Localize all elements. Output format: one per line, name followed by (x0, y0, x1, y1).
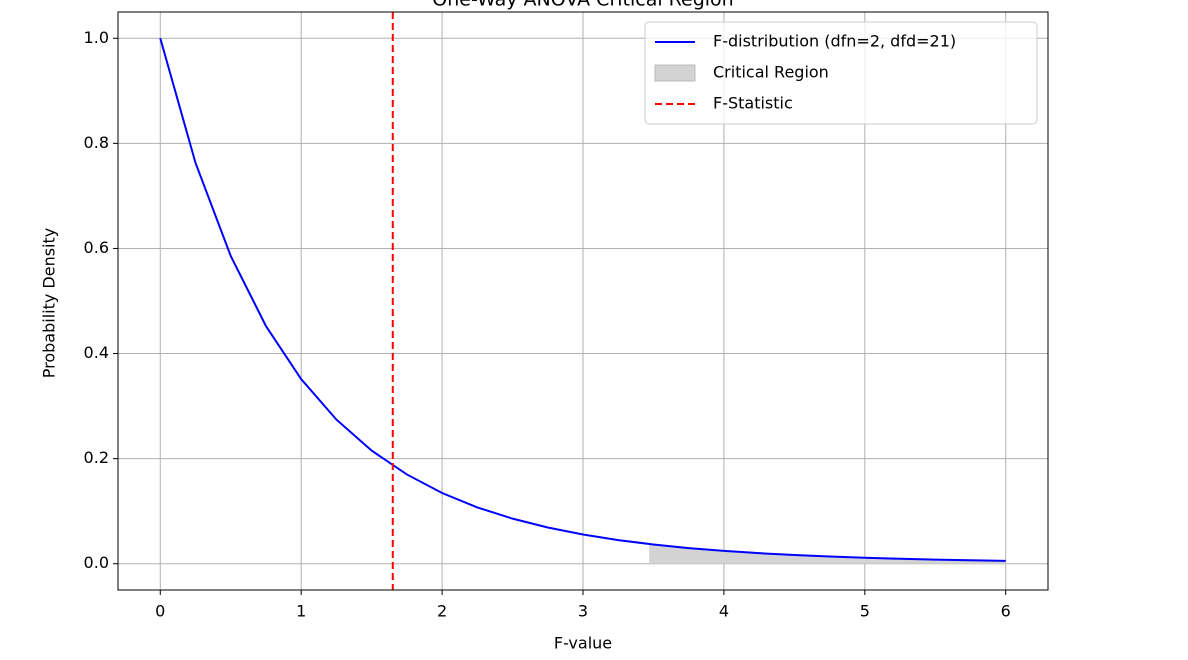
y-tick-label: 1.0 (84, 28, 109, 47)
plot-frame (117, 11, 1049, 591)
x-tick-label: 3 (578, 602, 588, 621)
x-tick-label: 2 (437, 602, 447, 621)
legend-label: Critical Region (713, 63, 829, 82)
y-tick-label: 0.4 (84, 343, 109, 362)
x-tick-label: 0 (155, 602, 165, 621)
y-tick-label: 0.2 (84, 448, 109, 467)
legend-swatch (654, 64, 696, 82)
x-axis-label: F-value (554, 634, 612, 653)
legend-box (644, 21, 1038, 125)
y-tick-label: 0.6 (84, 238, 109, 257)
x-tick-label: 1 (296, 602, 306, 621)
line-series (159, 38, 1006, 562)
y-tick-label: 0.0 (84, 553, 109, 572)
legend-label: F-Statistic (713, 94, 793, 113)
x-tick-label: 6 (1001, 602, 1011, 621)
chart-title: One-Way ANOVA Critical Region (432, 0, 733, 11)
critical-region (649, 544, 1006, 564)
y-tick-label: 0.8 (84, 133, 109, 152)
x-tick-label: 4 (719, 602, 729, 621)
legend-label: F-distribution (dfn=2, dfd=21) (713, 32, 956, 51)
y-axis-label: Probability Density (40, 228, 59, 379)
x-tick-label: 5 (860, 602, 870, 621)
